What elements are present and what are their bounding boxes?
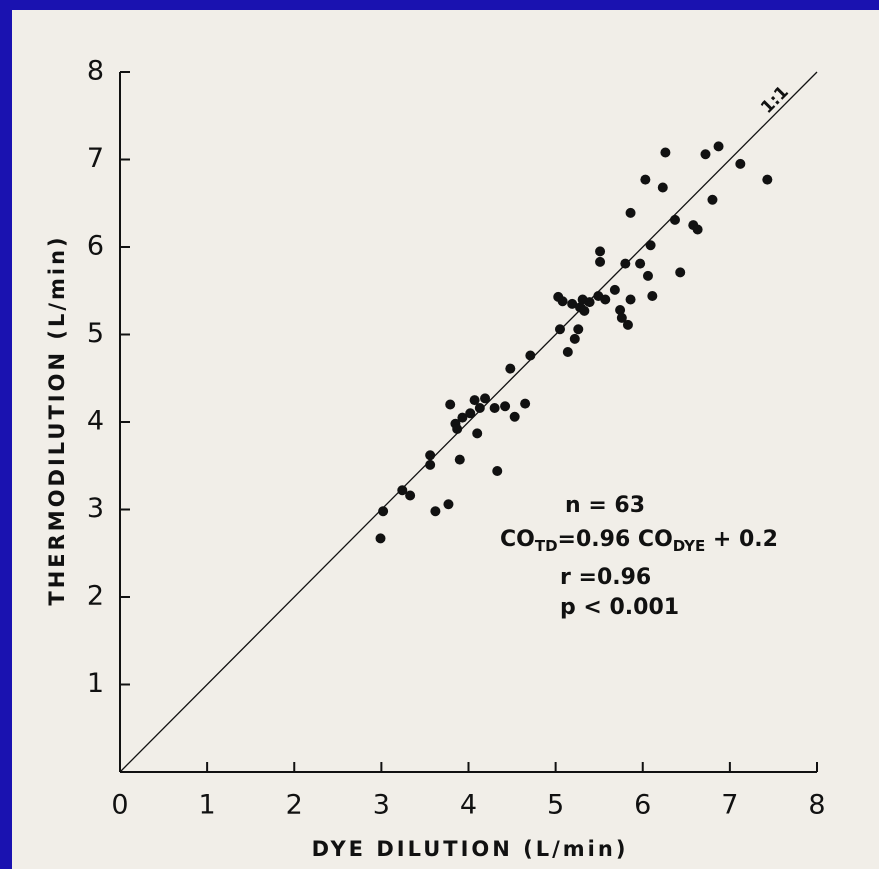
equation-part: CO	[500, 527, 535, 552]
annotation-equation: COTD=0.96 CODYE + 0.2	[500, 527, 778, 555]
point	[660, 147, 671, 158]
annotation-r: r =0.96	[560, 565, 651, 590]
point	[573, 324, 584, 335]
point	[584, 297, 595, 308]
point	[425, 459, 436, 470]
point	[579, 305, 590, 316]
y-tick-label: 2	[87, 581, 104, 612]
point	[454, 454, 465, 465]
y-tick-label: 7	[87, 143, 104, 174]
y-tick-label: 4	[87, 406, 104, 437]
point	[469, 395, 480, 406]
point	[452, 424, 463, 434]
x-tick-label: 0	[111, 790, 128, 821]
point	[735, 158, 746, 169]
equation-part: + 0.2	[705, 527, 778, 552]
x-tick-label: 6	[634, 790, 651, 821]
point	[569, 333, 580, 344]
point	[595, 246, 606, 257]
point	[509, 411, 520, 422]
x-tick-label: 1	[199, 790, 216, 821]
point	[397, 485, 408, 496]
point	[405, 490, 416, 501]
equation-subscript: DYE	[673, 537, 705, 555]
x-tick-label: 2	[286, 790, 303, 821]
paper	[12, 10, 879, 869]
point	[472, 428, 483, 439]
point	[554, 324, 565, 335]
point	[620, 258, 631, 269]
point	[616, 312, 627, 323]
x-axis-title: DYE DILUTION (L/min)	[312, 837, 629, 861]
point	[492, 466, 503, 476]
point	[505, 363, 516, 374]
point	[562, 347, 573, 357]
point	[443, 499, 454, 510]
x-tick-label: 5	[547, 790, 564, 821]
point	[474, 403, 485, 413]
annotation-n: n = 63	[565, 493, 645, 518]
point	[600, 294, 611, 305]
equation-part: =0.96 CO	[558, 527, 673, 552]
y-tick-label: 6	[87, 231, 104, 262]
point	[669, 214, 680, 225]
point	[622, 319, 633, 330]
x-tick-label: 8	[808, 790, 825, 821]
point	[489, 403, 500, 413]
equation-subscript: TD	[535, 537, 558, 555]
annotation-p: p < 0.001	[560, 595, 679, 620]
point	[430, 506, 441, 517]
y-axis-title: THERMODILUTION (L/min)	[45, 234, 69, 605]
point	[625, 294, 636, 305]
point	[465, 408, 476, 419]
point	[480, 393, 491, 404]
point	[625, 207, 636, 218]
y-tick-label: 8	[87, 56, 104, 87]
point	[645, 240, 656, 251]
y-tick-label: 5	[87, 318, 104, 349]
point	[445, 399, 456, 410]
point	[609, 284, 620, 295]
y-tick-label: 1	[87, 668, 104, 699]
point	[657, 182, 668, 193]
point	[567, 298, 578, 309]
y-tick-label: 3	[87, 493, 104, 524]
point	[425, 450, 436, 461]
point	[525, 350, 536, 361]
point	[707, 194, 718, 205]
point	[615, 305, 626, 315]
point	[500, 401, 511, 412]
point	[635, 258, 646, 269]
x-tick-label: 7	[721, 790, 738, 821]
x-tick-label: 3	[373, 790, 390, 821]
point	[647, 291, 658, 301]
point	[520, 398, 531, 409]
point	[675, 267, 686, 278]
point	[595, 256, 606, 267]
point	[557, 296, 568, 307]
point	[457, 412, 468, 423]
point	[642, 270, 653, 281]
identity-line	[119, 71, 818, 773]
point	[713, 141, 724, 152]
x-tick-label: 4	[460, 790, 477, 821]
point	[700, 149, 711, 160]
point	[375, 533, 386, 544]
point	[640, 174, 651, 185]
point	[692, 224, 703, 235]
point	[762, 174, 773, 185]
point	[378, 506, 389, 517]
